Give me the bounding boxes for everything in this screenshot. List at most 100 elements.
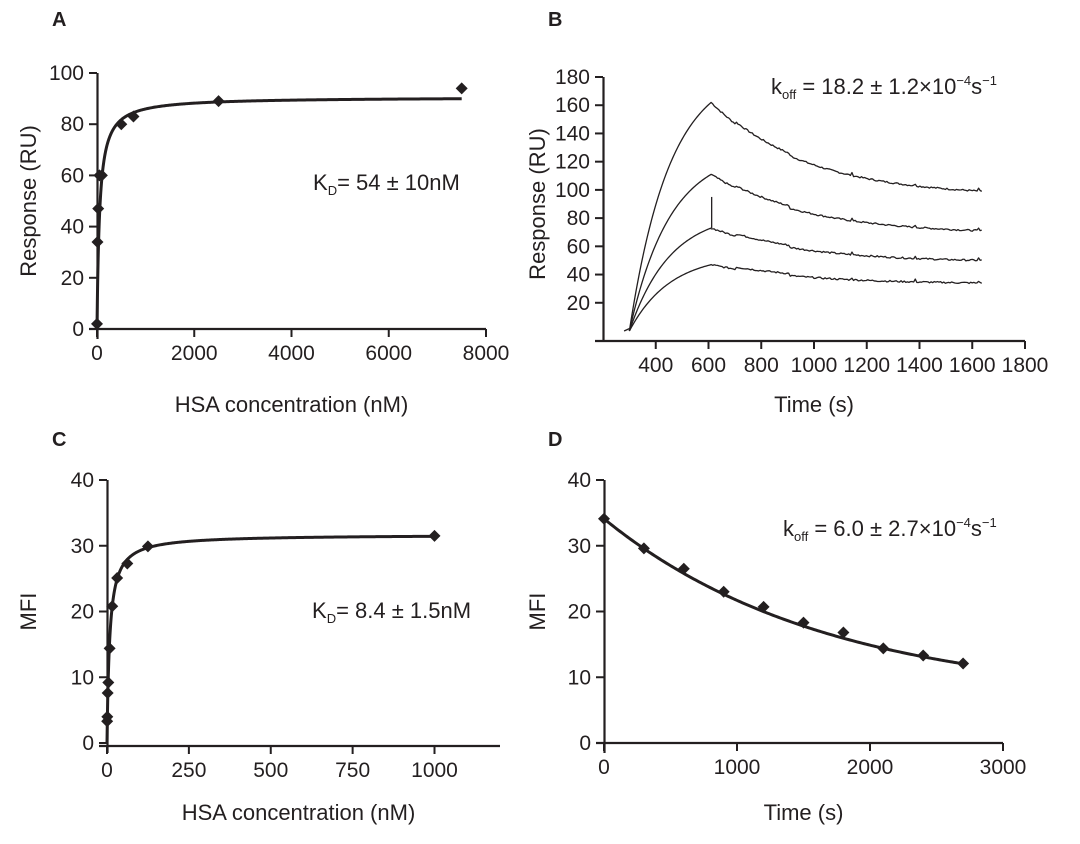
panel-a-xtick-label: 6000 bbox=[365, 342, 412, 365]
panel-d-xtick-label: 1000 bbox=[714, 756, 761, 779]
panel-d-data-point bbox=[757, 600, 770, 613]
panel-c-ytick-label: 40 bbox=[71, 469, 94, 492]
panel-a-y-axis-label: Response (RU) bbox=[16, 125, 41, 277]
panel-d-data-point bbox=[917, 649, 930, 662]
panel-d-y-axis-label: MFI bbox=[525, 593, 550, 631]
panel-c-xtick-label: 750 bbox=[335, 759, 370, 782]
panel-b-xtick-label: 1200 bbox=[843, 354, 890, 377]
panel-c-data-point bbox=[428, 529, 441, 542]
panel-a-xtick-label: 0 bbox=[91, 342, 103, 365]
panel-c-data-point bbox=[101, 687, 114, 700]
panel-b-letter: B bbox=[548, 9, 562, 31]
panel-a-xtick-label: 4000 bbox=[268, 342, 315, 365]
panel-c-annotation: KD= 8.4 ± 1.5nM bbox=[312, 598, 471, 626]
panel-d-letter: D bbox=[548, 429, 562, 451]
panel-a: 0 20 40 60 80 100 0 2000 4000 6000 8000 HSA concent… bbox=[16, 9, 509, 417]
panel-a-data-point bbox=[91, 317, 103, 330]
panel-d-data-point bbox=[797, 616, 810, 629]
panel-d-data-point bbox=[957, 657, 970, 670]
panel-c-ytick-label: 0 bbox=[82, 732, 94, 755]
panel-d-xtick-label: 2000 bbox=[847, 756, 894, 779]
panel-a-data-point bbox=[92, 202, 105, 215]
panel-d-ytick-label: 10 bbox=[568, 666, 591, 689]
panel-c-ytick-label: 30 bbox=[71, 535, 94, 558]
panel-b-xtick-label: 800 bbox=[744, 354, 779, 377]
panel-b-sensorgram-2 bbox=[628, 173, 982, 332]
panel-a-ytick-label: 80 bbox=[61, 113, 84, 136]
panel-c-xtick-label: 500 bbox=[253, 759, 288, 782]
panel-d-data-point bbox=[837, 626, 850, 639]
panel-b-xtick-label: 1600 bbox=[949, 354, 996, 377]
panel-c-letter: C bbox=[52, 429, 66, 451]
panel-d-ytick-label: 40 bbox=[568, 469, 591, 492]
panel-b-xtick-label: 600 bbox=[691, 354, 726, 377]
panel-c-data-point bbox=[141, 540, 154, 553]
panel-a-xtick-label: 8000 bbox=[463, 342, 510, 365]
panel-b-annotation: koff = 18.2 ± 1.2×10−4s−1 bbox=[771, 73, 997, 102]
panel-b-ytick-label: 180 bbox=[555, 66, 590, 89]
panel-d-xtick-label: 0 bbox=[598, 756, 610, 779]
panel-b-sensorgram-1 bbox=[628, 101, 983, 332]
panel-a-letter: A bbox=[52, 9, 66, 31]
panel-b-sensorgram-4 bbox=[628, 263, 983, 332]
panel-a-xtick-label: 2000 bbox=[171, 342, 218, 365]
panel-c-data-point bbox=[111, 571, 124, 584]
panel-a-ytick-label: 40 bbox=[61, 216, 84, 239]
panel-d-fit-curve bbox=[603, 517, 964, 666]
panel-b-sensorgram-3 bbox=[628, 227, 982, 332]
panel-c-y-axis-label: MFI bbox=[16, 593, 41, 631]
panel-c-xtick-label: 0 bbox=[101, 759, 113, 782]
panel-b-ytick-label: 60 bbox=[567, 235, 590, 258]
panel-b-ytick-label: 120 bbox=[555, 151, 590, 174]
panel-c-data-point bbox=[101, 710, 114, 723]
panel-c-xtick-label: 250 bbox=[171, 759, 206, 782]
panel-a-data-point bbox=[95, 169, 108, 182]
panel-c: 0 10 20 30 40 0 250 500 750 1000 HSA concentration… bbox=[16, 429, 500, 825]
panel-a-ytick-label: 0 bbox=[72, 318, 84, 341]
panel-b-xtick-label: 400 bbox=[638, 354, 673, 377]
panel-b-xtick-label: 1400 bbox=[896, 354, 943, 377]
panel-a-fit-curve bbox=[95, 97, 462, 331]
panel-b-ytick-label: 20 bbox=[567, 292, 590, 315]
panel-d-data-point bbox=[717, 585, 730, 598]
panel-d-ytick-label: 0 bbox=[579, 732, 591, 755]
panel-c-ytick-label: 20 bbox=[71, 601, 94, 624]
panel-b-y-axis-label: Response (RU) bbox=[525, 128, 550, 280]
panel-d-data-point bbox=[877, 642, 890, 655]
panel-a-data-point bbox=[455, 82, 468, 95]
panel-b-ytick-label: 160 bbox=[555, 94, 590, 117]
panel-b-ytick-label: 100 bbox=[555, 179, 590, 202]
panel-c-fit-curve bbox=[105, 534, 435, 745]
panel-d-data-point bbox=[677, 562, 690, 575]
panel-b-ytick-label: 140 bbox=[555, 122, 590, 145]
panel-c-x-axis-label: HSA concentration (nM) bbox=[182, 800, 416, 825]
panel-a-ytick-label: 100 bbox=[49, 62, 84, 85]
panel-a-x-axis-label: HSA concentration (nM) bbox=[175, 392, 409, 417]
panel-c-data-point bbox=[106, 600, 119, 613]
panel-d-data-point bbox=[598, 512, 610, 525]
panel-c-data-point bbox=[121, 557, 134, 570]
panel-d-data-point bbox=[637, 542, 650, 555]
panel-d-x-axis-label: Time (s) bbox=[764, 800, 844, 825]
panel-a-ytick-label: 20 bbox=[61, 267, 84, 290]
panel-a-ytick-label: 60 bbox=[61, 164, 84, 187]
panel-a-data-point bbox=[127, 110, 140, 123]
panel-c-data-point bbox=[103, 642, 116, 655]
panel-a-annotation: KD= 54 ± 10nM bbox=[313, 170, 460, 198]
panel-d-ytick-label: 20 bbox=[568, 601, 591, 624]
panel-b-xtick-label: 1000 bbox=[791, 354, 838, 377]
panel-d-xtick-label: 3000 bbox=[980, 756, 1027, 779]
panel-d-ytick-label: 30 bbox=[568, 535, 591, 558]
panel-b-xtick-label: 1800 bbox=[1002, 354, 1049, 377]
panel-a-data-point bbox=[91, 235, 104, 248]
panel-a-data-point bbox=[212, 95, 225, 108]
panel-b: 20 40 60 80 100 120 140 160 180 400 600 800 1000 1200… bbox=[525, 9, 1048, 417]
panel-a-data-point bbox=[115, 118, 128, 131]
panel-c-xtick-label: 1000 bbox=[411, 759, 458, 782]
panel-d-annotation: koff = 6.0 ± 2.7×10−4s−1 bbox=[783, 515, 997, 544]
panel-b-ytick-label: 80 bbox=[567, 207, 590, 230]
panel-c-ytick-label: 10 bbox=[71, 666, 94, 689]
panel-b-ytick-label: 40 bbox=[567, 264, 590, 287]
